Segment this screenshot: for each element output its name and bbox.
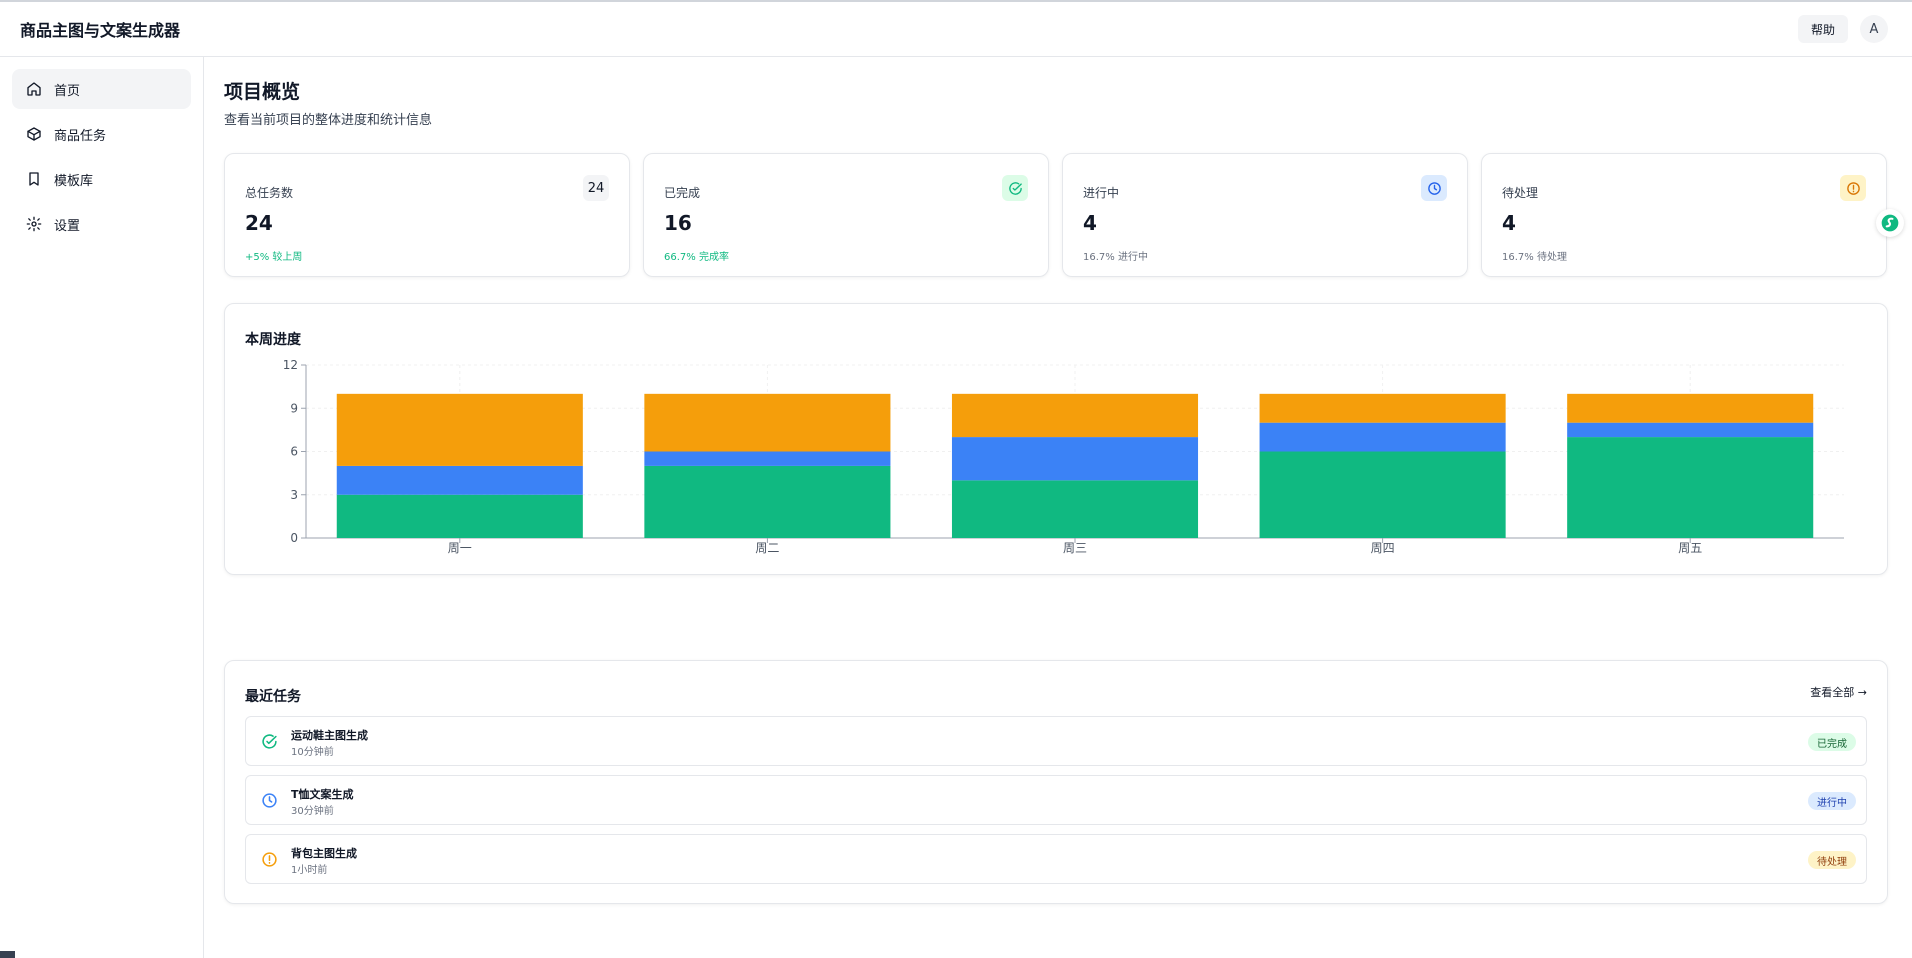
stat-label: 已完成 xyxy=(664,186,701,200)
y-tick-label: 3 xyxy=(290,488,298,502)
bar-segment xyxy=(951,437,1199,481)
task-time: 10分钟前 xyxy=(291,747,334,758)
page-title: 项目概览 xyxy=(224,81,301,103)
weekly-progress-chart: 0 3 6 9 12 周一 周二 周三 周四 周五 xyxy=(283,358,1844,555)
bar-segment xyxy=(1259,451,1506,538)
alert-circle-icon xyxy=(1846,181,1860,195)
x-tick-label: 周二 xyxy=(755,541,779,555)
stat-label: 待处理 xyxy=(1502,186,1539,200)
task-row[interactable]: 背包主图生成 1小时前 待处理 xyxy=(245,834,1867,884)
recent-tasks-card: 最近任务 查看全部 → 运动鞋主图生成 10分钟前 已完成 T恤文案生成 30分… xyxy=(224,660,1888,904)
tasks-title: 最近任务 xyxy=(245,689,301,705)
bar-segment xyxy=(1259,422,1506,452)
task-time: 30分钟前 xyxy=(291,806,334,817)
bar-segment xyxy=(644,465,891,538)
task-time: 1小时前 xyxy=(291,865,328,876)
corner-mark xyxy=(0,951,15,958)
assistant-icon xyxy=(1881,214,1899,232)
stat-badge xyxy=(1421,175,1447,201)
bookmark-icon xyxy=(29,172,39,186)
stat-note: 16.7% 进行中 xyxy=(1083,252,1148,263)
stat-badge xyxy=(1002,175,1028,201)
task-name: 背包主图生成 xyxy=(291,847,357,860)
sidebar-item-label: 模板库 xyxy=(54,173,94,189)
bar-segment xyxy=(644,451,891,466)
status-badge: 进行中 xyxy=(1808,792,1856,810)
avatar[interactable]: A xyxy=(1860,15,1888,43)
stat-value: 24 xyxy=(245,211,273,235)
x-tick-label: 周三 xyxy=(1063,541,1087,555)
sidebar-item-templates[interactable]: 模板库 xyxy=(12,159,191,199)
task-name: 运动鞋主图生成 xyxy=(291,729,368,742)
stat-card-total: 总任务数 24 24 +5% 较上周 xyxy=(224,153,630,277)
stat-card-in-progress: 进行中 4 16.7% 进行中 xyxy=(1062,153,1468,277)
bar-segment xyxy=(336,465,583,495)
y-tick-label: 0 xyxy=(290,531,298,545)
y-tick-label: 12 xyxy=(283,358,298,372)
bar-segment xyxy=(1567,437,1814,538)
task-row[interactable]: 运动鞋主图生成 10分钟前 已完成 xyxy=(245,716,1867,766)
help-button[interactable]: 帮助 xyxy=(1797,15,1848,43)
sidebar-item-settings[interactable]: 设置 xyxy=(12,204,191,244)
stat-label: 进行中 xyxy=(1083,186,1120,200)
bar-segment xyxy=(336,494,583,538)
home-icon xyxy=(27,82,41,96)
stat-note: 66.7% 完成率 xyxy=(664,252,729,263)
bar-segment xyxy=(644,393,891,452)
clock-icon xyxy=(262,793,277,808)
check-circle-icon xyxy=(262,734,277,749)
sidebar-item-home[interactable]: 首页 xyxy=(12,69,191,109)
status-badge: 待处理 xyxy=(1808,851,1856,869)
sidebar-item-tasks[interactable]: 商品任务 xyxy=(12,114,191,154)
x-tick-label: 周五 xyxy=(1678,541,1702,555)
sidebar-item-label: 首页 xyxy=(54,83,81,99)
bar-segment xyxy=(1567,393,1814,423)
view-all-link[interactable]: 查看全部 → xyxy=(1810,686,1867,699)
stat-count-badge: 24 xyxy=(583,175,609,201)
box-icon xyxy=(27,127,41,141)
task-row[interactable]: T恤文案生成 30分钟前 进行中 xyxy=(245,775,1867,825)
bar-segment xyxy=(1567,422,1814,438)
stat-card-completed: 已完成 16 66.7% 完成率 xyxy=(643,153,1049,277)
bar-segment xyxy=(951,480,1199,538)
bar-segment xyxy=(336,393,583,466)
check-circle-icon xyxy=(1008,181,1022,195)
x-tick-label: 周一 xyxy=(448,541,472,555)
stat-value: 16 xyxy=(664,211,692,235)
alert-circle-icon xyxy=(262,852,277,867)
bar-segment xyxy=(1259,393,1506,423)
stat-value: 4 xyxy=(1502,211,1516,235)
y-tick-label: 6 xyxy=(290,445,298,459)
stat-value: 4 xyxy=(1083,211,1097,235)
stat-note: 16.7% 待处理 xyxy=(1502,252,1567,263)
stat-note: +5% 较上周 xyxy=(245,252,303,263)
sidebar: 首页 商品任务 模板库 设置 xyxy=(0,57,204,958)
sidebar-item-label: 商品任务 xyxy=(54,128,107,144)
chart-title: 本周进度 xyxy=(245,332,301,348)
y-tick-label: 9 xyxy=(290,401,298,415)
stat-badge xyxy=(1840,175,1866,201)
x-tick-label: 周四 xyxy=(1371,541,1395,555)
floating-assistant-button[interactable] xyxy=(1876,209,1904,237)
app-title: 商品主图与文案生成器 xyxy=(20,21,181,40)
weekly-progress-card: 本周进度 0 3 6 9 12 周一 周二 周三 周四 周五 xyxy=(224,303,1888,575)
stat-label: 总任务数 xyxy=(245,186,294,200)
bar-segment xyxy=(951,393,1199,438)
status-badge: 已完成 xyxy=(1808,733,1856,751)
page-subtitle: 查看当前项目的整体进度和统计信息 xyxy=(224,113,433,128)
top-bar: 商品主图与文案生成器 帮助 A xyxy=(0,0,1912,57)
gear-icon xyxy=(26,216,42,232)
sidebar-item-label: 设置 xyxy=(54,218,81,234)
clock-icon xyxy=(1427,181,1441,195)
stat-card-pending: 待处理 4 16.7% 待处理 xyxy=(1481,153,1887,277)
task-name: T恤文案生成 xyxy=(291,788,354,801)
